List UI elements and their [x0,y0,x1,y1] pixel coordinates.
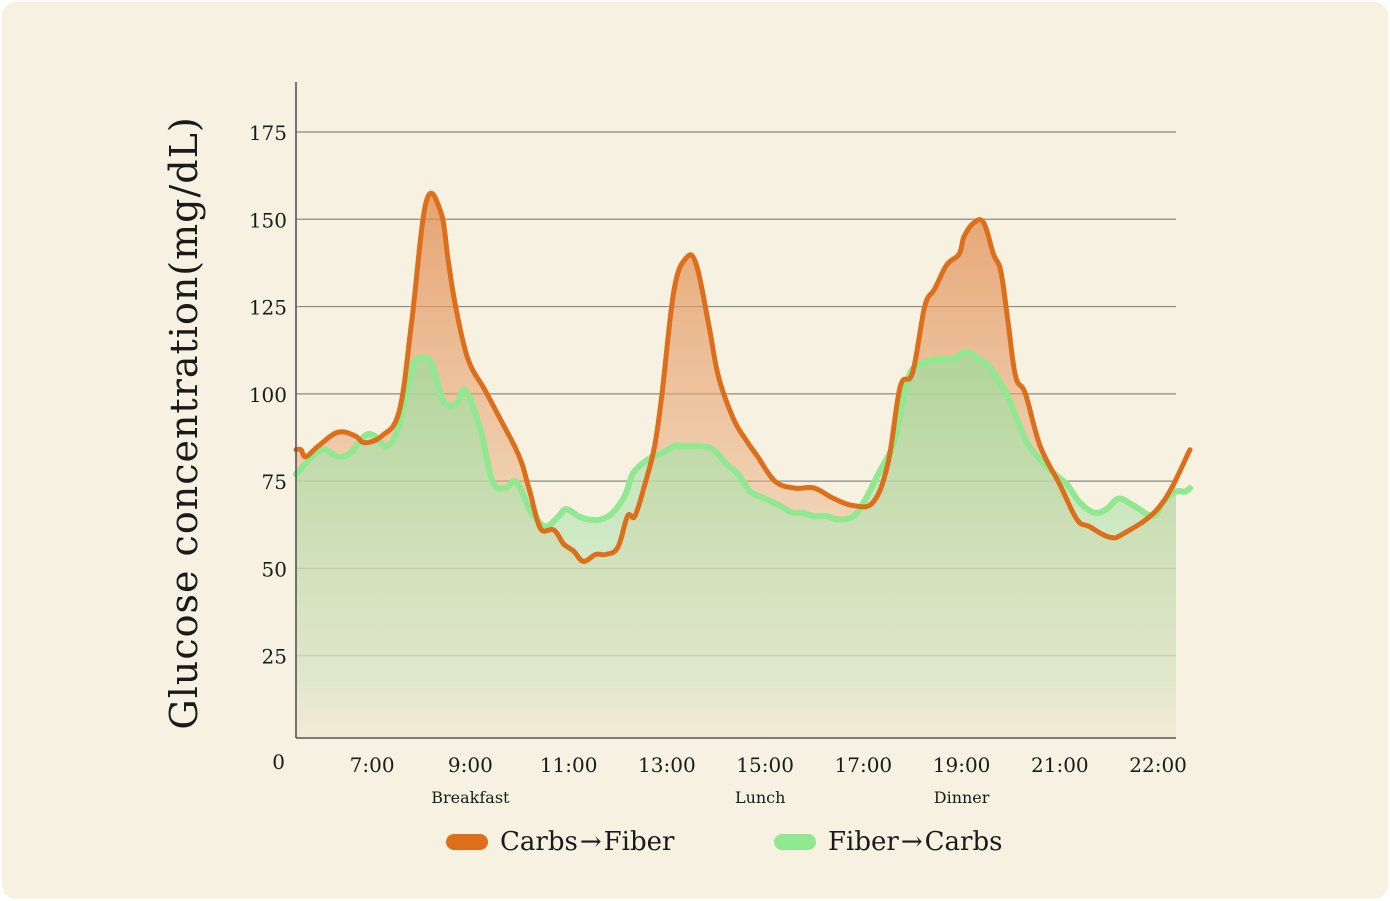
x-tick-label: 19:00 [933,753,991,777]
x-tick-label: 11:00 [540,753,598,777]
x-tick-label: 7:00 [350,753,395,777]
arrow-right-icon: → [900,827,923,857]
y-axis-label: Glucose concentration(mg/dL) [162,116,206,729]
x-tick-label: 13:00 [638,753,696,777]
y-tick-label: 150 [249,208,287,232]
legend-label-fiber: Fiber [828,827,899,857]
meal-annotation: Lunch [735,788,786,807]
legend-label-carbs: Carbs [500,827,578,857]
legend-label-carbs: Carbs [924,827,1003,857]
y-tick-label-zero: 0 [272,750,285,774]
arrow-right-icon: → [579,827,602,857]
y-tick-label: 125 [249,296,287,320]
y-tick-label: 25 [262,645,287,669]
y-tick-label: 50 [262,557,287,581]
legend-swatch-fiber-carbs [774,834,816,850]
legend-item-fiber-carbs[interactable]: Fiber → Carbs [774,822,1002,862]
y-tick-label: 175 [249,121,287,145]
series-line-fiber-carbs [293,348,1193,530]
legend-item-carbs-fiber[interactable]: Carbs → Fiber [446,822,674,862]
x-tick-label: 22:00 [1129,753,1187,777]
x-tick-label: 9:00 [448,753,493,777]
legend-swatch-carbs-fiber [446,834,488,850]
meal-annotation: Dinner [934,788,990,807]
meal-annotation: Breakfast [431,788,510,807]
y-tick-label: 75 [262,470,287,494]
series-area-fiber-carbs [296,351,1176,738]
y-tick-label: 100 [249,383,287,407]
series-line-carbs-fiber [293,190,1193,564]
x-tick-label: 21:00 [1031,753,1089,777]
legend-label-fiber: Fiber [603,827,675,857]
x-tick-label: 15:00 [736,753,794,777]
x-tick-label: 17:00 [835,753,893,777]
